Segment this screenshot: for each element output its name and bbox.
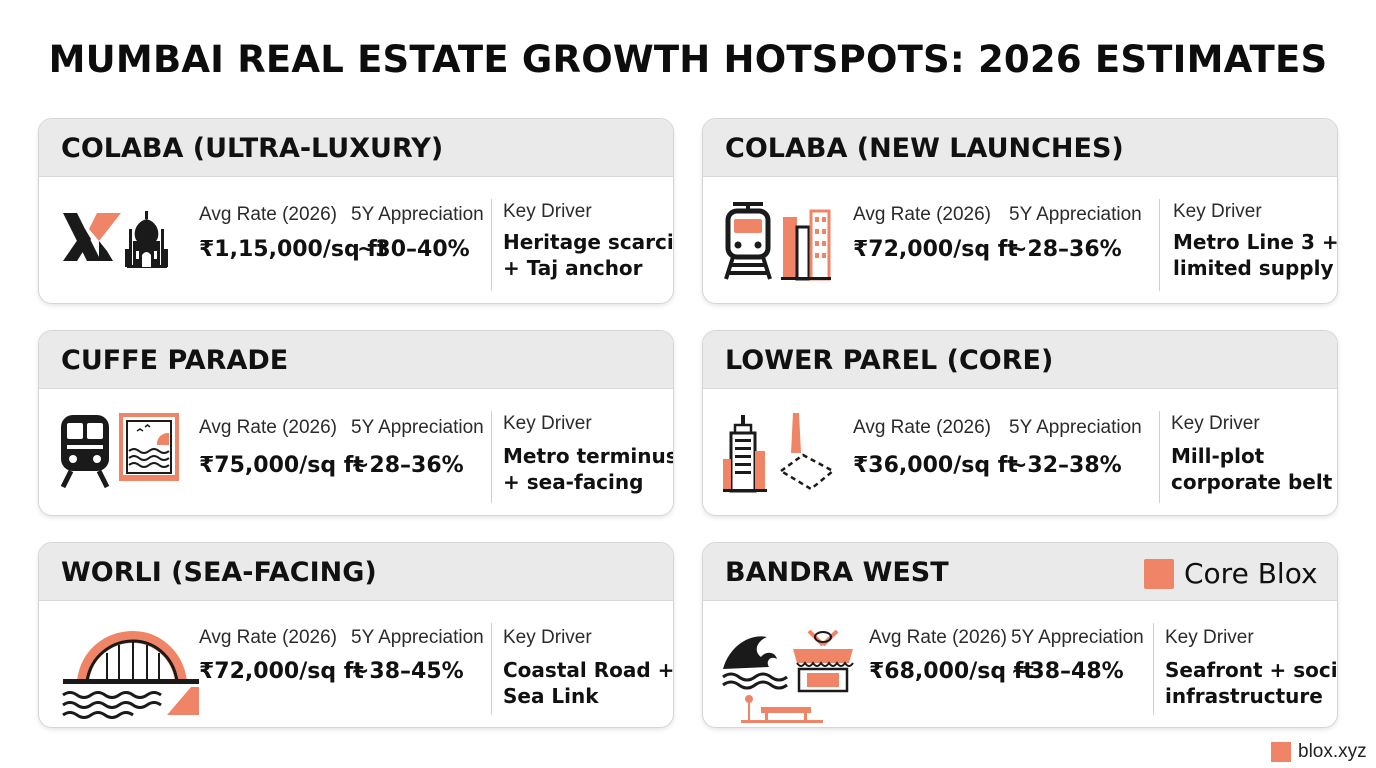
sea-view-window-icon [119,413,179,481]
key-driver-label: Key Driver [1173,201,1262,222]
appreciation-value: ~38–45% [351,659,464,684]
key-driver-line-2: + Taj anchor [503,256,643,280]
promenade-bench-icon [741,695,823,723]
avg-rate-label: Avg Rate (2026) [853,417,992,438]
taj-mahal-icon [125,211,168,268]
avg-rate-label: Avg Rate (2026) [199,627,338,648]
card-title: LOWER PAREL (CORE) [725,345,1054,376]
appreciation-label: 5Y Appreciation [1011,627,1144,648]
key-driver-line-2: + sea-facing [503,470,644,494]
appreciation-value: ~38–48% [1011,659,1124,684]
x-logo-icon [63,213,121,261]
avg-rate-value: ₹72,000/sq ft [853,237,1018,262]
card-icons [59,199,211,299]
divider [1153,623,1154,715]
cafe-shop-icon [793,629,854,693]
legend: Core Blox [1144,557,1318,590]
hotspot-card-bandra-west: BANDRA WEST [702,542,1338,728]
avg-rate-label: Avg Rate (2026) [199,204,338,225]
brand-logo-icon [1271,742,1291,762]
appreciation-label: 5Y Appreciation [1009,417,1142,438]
card-title: WORLI (SEA-FACING) [61,557,377,588]
key-driver-line-2: corporate belt [1171,470,1333,494]
legend-swatch [1144,558,1174,589]
buildings-icon [781,209,831,281]
avg-rate-label: Avg Rate (2026) [869,627,1008,648]
train-icon [60,415,110,489]
legend-label: Core Blox [1184,557,1318,590]
card-icons [723,411,875,511]
key-driver-label: Key Driver [503,413,592,434]
key-driver-line-2: limited supply [1173,256,1334,280]
avg-rate-value: ₹36,000/sq ft [853,453,1018,478]
card-header: CUFFE PARADE [39,331,673,389]
divider [491,623,492,715]
key-driver-line-1: Mill-plot [1171,444,1265,468]
wave-icon [722,636,788,690]
mill-plot-icon [778,413,836,491]
avg-rate-value: ₹68,000/sq ft [869,659,1034,684]
appreciation-value: ~30–40% [357,237,470,262]
page-title: MUMBAI REAL ESTATE GROWTH HOTSPOTS: 2026… [48,38,1328,81]
card-icons [722,623,875,723]
key-driver-line-1: Heritage scarcity [503,230,674,254]
hotspot-card-lower-parel-core: LOWER PAREL (CORE) Avg Rate (2026) [702,330,1338,516]
hotspot-card-colaba-ultra-luxury: COLABA (ULTRA-LUXURY) [38,118,674,304]
divider [491,411,492,503]
card-icons [723,199,875,299]
card-title: BANDRA WEST [725,557,949,588]
sea-link-bridge-icon [62,630,199,719]
card-header: COLABA (ULTRA-LUXURY) [39,119,673,177]
avg-rate-value: ₹1,15,000/sq ft [199,237,388,262]
key-driver-line-2: infrastructure [1165,684,1323,708]
key-driver-line-2: Sea Link [503,684,599,708]
hotspot-card-cuffe-parade: CUFFE PARADE Avg [38,330,674,516]
key-driver-label: Key Driver [503,201,592,222]
card-title: CUFFE PARADE [61,345,289,376]
card-header: COLABA (NEW LAUNCHES) [703,119,1337,177]
key-driver-label: Key Driver [503,627,592,648]
footer-brand: blox.xyz [1271,741,1367,763]
card-title: COLABA (NEW LAUNCHES) [725,133,1124,164]
divider [1159,199,1160,291]
appreciation-label: 5Y Appreciation [1009,204,1142,225]
key-driver-line-1: Metro terminus [503,444,674,468]
appreciation-value: ~32–38% [1009,453,1122,478]
key-driver-label: Key Driver [1165,627,1254,648]
card-icons [59,411,211,511]
divider [1159,411,1160,503]
avg-rate-value: ₹75,000/sq ft [199,453,364,478]
card-header: BANDRA WEST [703,543,1337,601]
card-icons [59,623,211,723]
hotspot-card-colaba-new-launches: COLABA (NEW LAUNCHES) [702,118,1338,304]
appreciation-label: 5Y Appreciation [351,417,484,438]
appreciation-label: 5Y Appreciation [351,204,484,225]
key-driver-line-1: Seafront + social [1165,658,1338,682]
card-header: LOWER PAREL (CORE) [703,331,1337,389]
card-header: WORLI (SEA-FACING) [39,543,673,601]
avg-rate-label: Avg Rate (2026) [853,204,992,225]
metro-train-icon [724,202,772,280]
key-driver-label: Key Driver [1171,413,1260,434]
skyscraper-icon [723,415,767,493]
appreciation-value: ~28–36% [351,453,464,478]
footer-brand-label: blox.xyz [1298,741,1367,762]
key-driver-line-1: Coastal Road + [503,658,674,682]
key-driver-line-1: Metro Line 3 + [1173,230,1338,254]
appreciation-label: 5Y Appreciation [351,627,484,648]
avg-rate-value: ₹72,000/sq ft [199,659,364,684]
divider [491,199,492,291]
card-title: COLABA (ULTRA-LUXURY) [61,133,444,164]
avg-rate-label: Avg Rate (2026) [199,417,338,438]
appreciation-value: ~28–36% [1009,237,1122,262]
hotspot-card-worli-sea-facing: WORLI (SEA-FACING) Avg Rate (2026) ₹72,0… [38,542,674,728]
